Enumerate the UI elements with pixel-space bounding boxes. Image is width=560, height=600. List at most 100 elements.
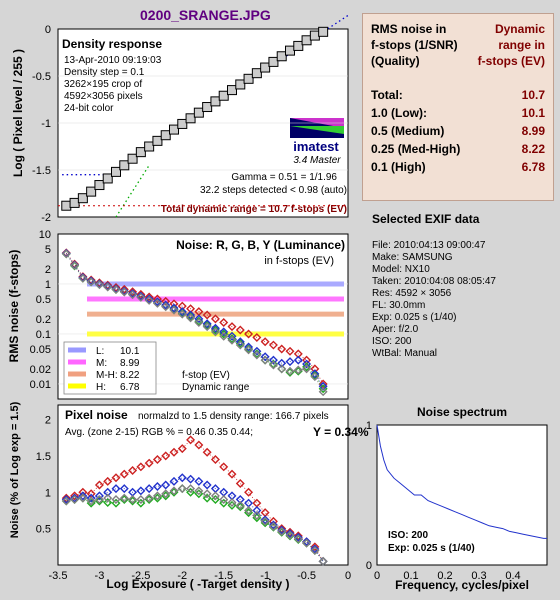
pixel-point	[235, 495, 245, 505]
pixel-point	[78, 493, 88, 503]
spectrum-ticks: 0 1 0 0.1 0.2 0.3 0.4	[366, 420, 521, 582]
noise-point	[202, 319, 212, 329]
density-info-3: 3262×195 crop of	[64, 79, 142, 90]
steps-line: 32.2 steps detected < 0.98 (auto)	[200, 185, 347, 196]
pixel-title: Pixel noise	[65, 408, 128, 422]
pixel-point	[111, 473, 121, 483]
noise-title: Noise: R, G, B, Y (Luminance)	[176, 238, 345, 252]
spectrum-exp: Exp: 0.025 s (1/40)	[388, 543, 475, 554]
row-value-medhigh: 8.22	[521, 142, 545, 156]
density-point	[293, 40, 304, 51]
noise-point	[260, 352, 270, 362]
noise-point	[293, 365, 303, 375]
pixel-xtick: -2.5	[131, 570, 150, 582]
pixel-point	[103, 493, 113, 503]
pixel-point	[219, 462, 229, 472]
noise-point	[70, 260, 80, 270]
noise-point	[219, 327, 229, 337]
pixel-point	[235, 500, 245, 510]
legend-note-1: f-stop (EV)	[182, 370, 230, 381]
noise-legend: L: 10.1 M: 8.99 M-H: 8.22 H: 6.78	[63, 341, 157, 395]
noise-point	[268, 340, 278, 350]
noise-ytick: 0.05	[30, 344, 51, 356]
pixel-point	[161, 451, 171, 461]
density-series	[58, 14, 349, 218]
noise-point	[152, 298, 162, 308]
noise-ytick: 0.02	[30, 364, 51, 376]
pixel-point	[61, 496, 71, 506]
pixel-point	[152, 491, 162, 501]
noise-point	[119, 284, 129, 294]
pixel-point	[70, 495, 80, 505]
density-point	[69, 197, 80, 208]
noise-point	[277, 358, 287, 368]
exif-exp: Exp: 0.025 s (1/40)	[372, 312, 457, 323]
noise-point	[252, 346, 262, 356]
pixel-point	[186, 484, 196, 494]
pixel-point	[78, 487, 88, 497]
noise-point	[78, 273, 88, 283]
pixel-point	[268, 521, 278, 531]
noise-point	[128, 287, 138, 297]
pixel-point	[194, 476, 204, 486]
density-point	[202, 102, 213, 113]
density-point	[86, 186, 97, 197]
density-point	[160, 130, 171, 141]
noise-point	[302, 359, 312, 369]
pixel-point	[78, 491, 88, 501]
dr-header-line3: f-stops (EV)	[477, 54, 545, 68]
noise-ytick: 10	[39, 229, 51, 241]
pixel-point	[293, 532, 303, 542]
legend-value-l: 10.1	[120, 346, 140, 357]
noise-point	[244, 329, 254, 339]
density-point	[152, 135, 163, 146]
noise-panel: RMS noise (f-stops) 10 5 2 1 0.5 0.2 0.1 0.05 0.…	[7, 229, 349, 400]
noise-point	[152, 294, 162, 304]
pixel-point	[136, 498, 146, 508]
pixel-y-line: Y = 0.34%	[313, 425, 369, 439]
density-point	[77, 193, 88, 204]
dr-header-line1: Dynamic	[494, 22, 545, 36]
density-point	[111, 166, 121, 177]
pixel-point	[252, 505, 262, 515]
pixel-point	[128, 495, 138, 505]
pixel-point	[86, 496, 96, 506]
density-ytick: -2	[41, 212, 51, 224]
pixel-point	[302, 537, 312, 547]
pixel-point	[161, 489, 171, 499]
density-info-2: Density step = 0.1	[64, 67, 145, 78]
noise-point	[244, 342, 254, 352]
pixel-point	[252, 511, 262, 521]
density-point	[309, 30, 320, 41]
density-ylabel: Log ( Pixel level / 255 )	[11, 49, 25, 177]
noise-point	[285, 357, 295, 367]
noise-point	[268, 355, 278, 365]
pixel-point	[310, 545, 320, 555]
pixel-point	[194, 486, 204, 496]
pixel-line	[66, 488, 324, 562]
density-point	[251, 68, 262, 79]
pixel-point	[119, 493, 129, 503]
legend-key-l: L:	[96, 346, 104, 357]
noise-point	[318, 387, 328, 397]
density-point	[243, 73, 254, 84]
pixel-point	[219, 495, 229, 505]
noise-point	[227, 331, 237, 341]
pixel-xtick: -3.5	[49, 570, 68, 582]
pixel-ticks: 0.5 1 1.5 2 -3.5 -3 -2.5 -2 -1.5 -1 -0.5 0	[36, 415, 351, 582]
spectrum-ytick: 0	[366, 560, 372, 572]
density-ytick: -1	[41, 118, 51, 130]
spectrum-xtick: 0.1	[403, 570, 418, 582]
noise-series	[58, 248, 348, 397]
pixel-point	[235, 479, 245, 489]
density-ytick: -1.5	[32, 165, 51, 177]
density-range-line	[115, 164, 150, 218]
pixel-point	[277, 527, 287, 537]
pixel-point	[285, 529, 295, 539]
legend-value-m: 8.99	[120, 358, 140, 369]
spectrum-xlabel: Frequency, cycles/pixel	[395, 578, 529, 592]
pixel-point	[103, 497, 113, 507]
noise-ytick: 0.01	[30, 379, 51, 391]
pixel-point	[111, 498, 121, 508]
noise-point	[277, 344, 287, 354]
